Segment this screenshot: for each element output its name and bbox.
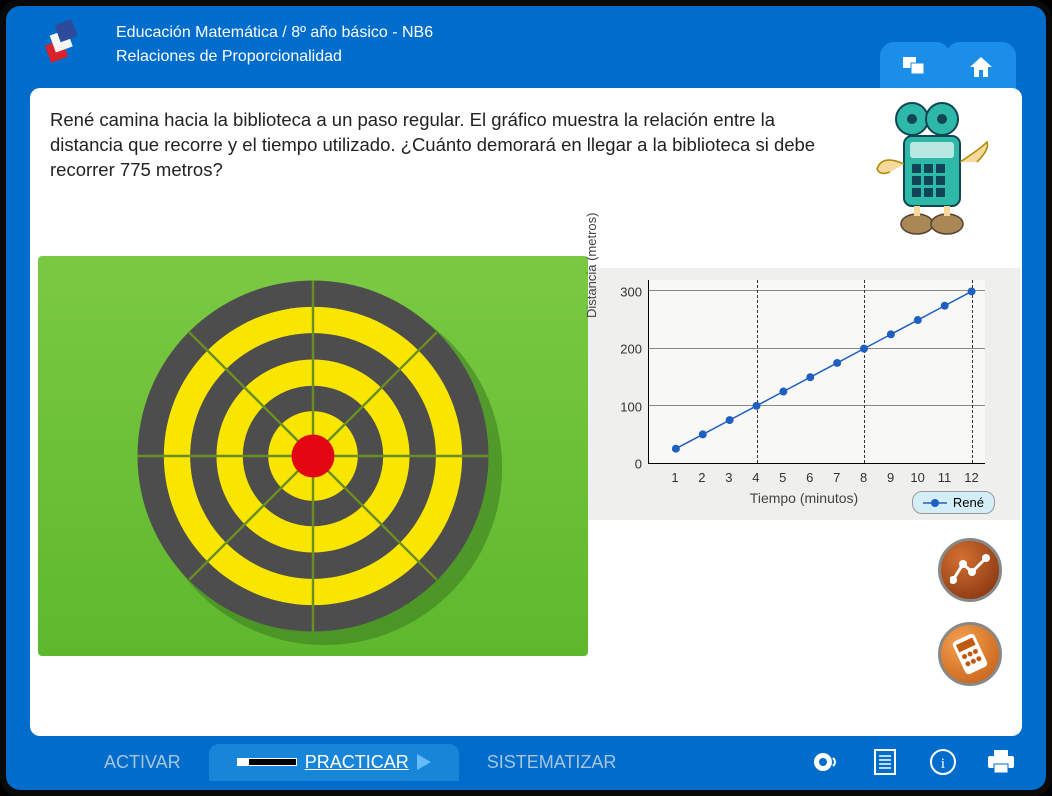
x-tick: 10 [910, 470, 924, 485]
header-tabs [884, 42, 1016, 92]
info-icon: i [929, 748, 957, 776]
svg-text:i: i [941, 756, 945, 772]
main-row: Distancia (metros) Tiempo (minutos) [38, 256, 1020, 656]
x-tick: 3 [725, 470, 732, 485]
info-button[interactable]: i [928, 747, 958, 777]
chart-legend: René [912, 491, 995, 514]
content-area: René camina hacia la biblioteca a un pas… [30, 88, 1022, 736]
print-button[interactable] [986, 747, 1016, 777]
printer-icon [986, 749, 1016, 775]
nav-activar[interactable]: ACTIVAR [76, 744, 209, 781]
calculator-icon [946, 630, 994, 678]
x-tick: 4 [752, 470, 759, 485]
notes-button[interactable] [870, 747, 900, 777]
target-panel[interactable] [38, 256, 588, 656]
x-tick: 6 [806, 470, 813, 485]
windows-tab[interactable] [880, 42, 950, 92]
chart-tool-button[interactable] [938, 538, 1002, 602]
y-tick: 200 [620, 342, 642, 357]
progress-indicator [237, 758, 297, 766]
header: Educación Matemática / 8º año básico - N… [6, 6, 1046, 88]
chart-panel: Distancia (metros) Tiempo (minutos) [588, 268, 1020, 520]
x-tick: 8 [860, 470, 867, 485]
logo-icon [32, 16, 92, 76]
document-icon [874, 749, 896, 775]
x-tick: 12 [964, 470, 978, 485]
speaker-icon [813, 750, 841, 774]
footer: ACTIVAR PRACTICAR SISTEMATIZAR [6, 734, 1046, 790]
legend-label: René [953, 495, 984, 510]
question-text: René camina hacia la biblioteca a un pas… [50, 108, 850, 183]
footer-icons: i [812, 747, 1016, 777]
x-tick: 11 [938, 470, 952, 485]
side-buttons [938, 538, 1002, 686]
x-tick: 1 [671, 470, 678, 485]
dartboard-icon [118, 261, 508, 651]
nav-practicar[interactable]: PRACTICAR [209, 744, 459, 781]
x-tick: 7 [833, 470, 840, 485]
x-tick: 5 [779, 470, 786, 485]
calculator-tool-button[interactable] [938, 622, 1002, 686]
audio-button[interactable] [812, 747, 842, 777]
x-tick: 2 [698, 470, 705, 485]
inner-frame: Educación Matemática / 8º año básico - N… [6, 6, 1046, 790]
app-frame: Educación Matemática / 8º año básico - N… [0, 0, 1052, 796]
y-tick: 0 [635, 457, 642, 472]
x-tick: 9 [887, 470, 894, 485]
header-subject: Educación Matemática / 8º año básico - N… [116, 24, 1026, 42]
y-axis-label: Distancia (metros) [584, 213, 599, 318]
y-tick: 300 [620, 284, 642, 299]
y-tick: 100 [620, 399, 642, 414]
nav-sistematizar[interactable]: SISTEMATIZAR [459, 744, 645, 781]
chart-plot-area [648, 280, 985, 464]
play-icon [417, 754, 431, 770]
footer-nav: ACTIVAR PRACTICAR SISTEMATIZAR [76, 744, 644, 781]
line-chart-icon [950, 552, 990, 588]
mascot-icon [862, 94, 1002, 244]
home-tab[interactable] [946, 42, 1016, 92]
